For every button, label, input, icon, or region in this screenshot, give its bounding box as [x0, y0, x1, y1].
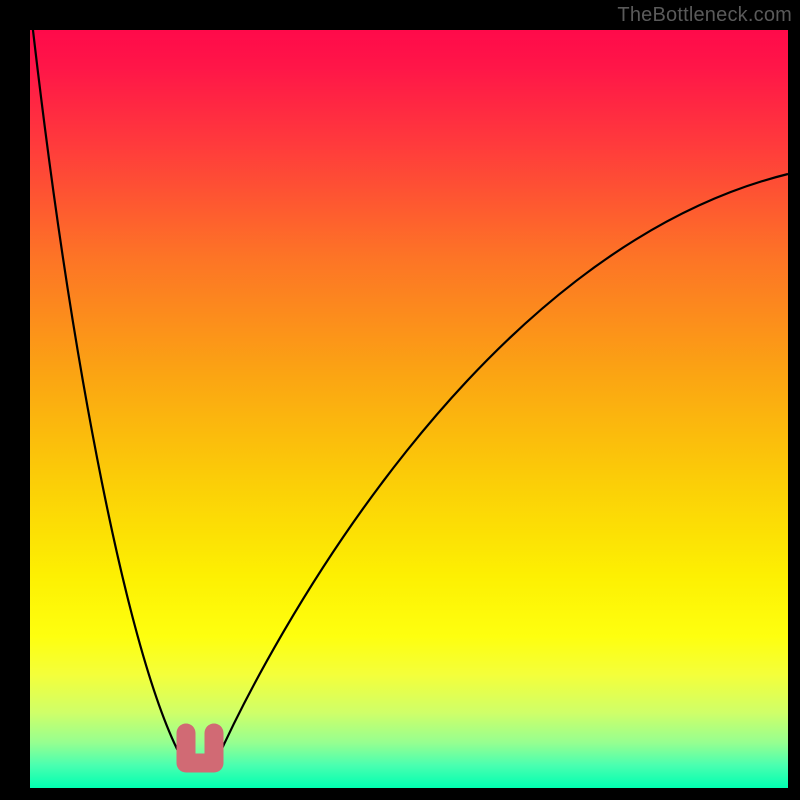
chart-container: TheBottleneck.com — [0, 0, 800, 800]
gradient-background — [30, 30, 788, 788]
frame-right — [788, 0, 800, 800]
frame-left — [0, 0, 30, 800]
bottleneck-chart — [0, 0, 800, 800]
watermark-text: TheBottleneck.com — [617, 4, 792, 27]
frame-bottom — [0, 788, 800, 800]
